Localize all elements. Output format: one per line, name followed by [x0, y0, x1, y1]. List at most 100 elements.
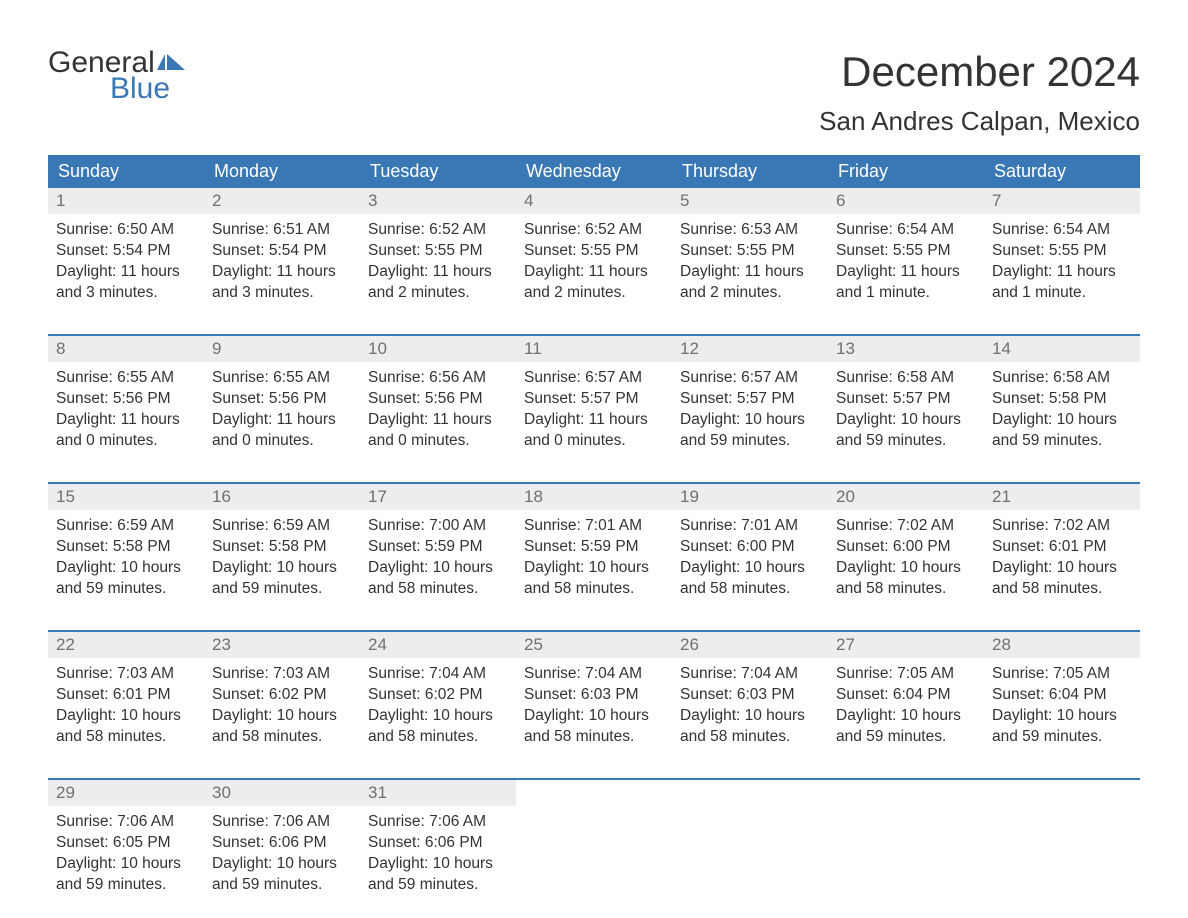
logo: General Blue: [48, 48, 187, 104]
day-body: Sunrise: 7:06 AMSunset: 6:06 PMDaylight:…: [204, 806, 360, 896]
sunrise-line: Sunrise: 7:06 AM: [212, 812, 352, 833]
day-body: Sunrise: 7:05 AMSunset: 6:04 PMDaylight:…: [828, 658, 984, 748]
sunrise-line: Sunrise: 6:59 AM: [212, 516, 352, 537]
day-body: Sunrise: 6:55 AMSunset: 5:56 PMDaylight:…: [204, 362, 360, 452]
sunset-line: Sunset: 5:54 PM: [212, 241, 352, 262]
day-number: 21: [984, 484, 1140, 510]
day-body: Sunrise: 7:05 AMSunset: 6:04 PMDaylight:…: [984, 658, 1140, 748]
sunrise-line: Sunrise: 6:54 AM: [836, 220, 976, 241]
day-body: Sunrise: 6:52 AMSunset: 5:55 PMDaylight:…: [516, 214, 672, 304]
sunset-line: Sunset: 5:54 PM: [56, 241, 196, 262]
week-separator: [48, 766, 1140, 780]
day-body: Sunrise: 7:06 AMSunset: 6:05 PMDaylight:…: [48, 806, 204, 896]
logo-word-2: Blue: [48, 74, 187, 104]
day-number: 15: [48, 484, 204, 510]
daylight-line: Daylight: 10 hours and 58 minutes.: [368, 558, 508, 600]
sunset-line: Sunset: 6:04 PM: [836, 685, 976, 706]
sunset-line: Sunset: 6:03 PM: [524, 685, 664, 706]
daylight-line: Daylight: 10 hours and 59 minutes.: [680, 410, 820, 452]
sunset-line: Sunset: 5:55 PM: [992, 241, 1132, 262]
day-cell: 22Sunrise: 7:03 AMSunset: 6:01 PMDayligh…: [48, 632, 204, 766]
daylight-line: Daylight: 10 hours and 59 minutes.: [212, 558, 352, 600]
location: San Andres Calpan, Mexico: [819, 106, 1140, 137]
sunrise-line: Sunrise: 6:59 AM: [56, 516, 196, 537]
day-cell: 7Sunrise: 6:54 AMSunset: 5:55 PMDaylight…: [984, 188, 1140, 322]
month-title: December 2024: [819, 48, 1140, 96]
daylight-line: Daylight: 10 hours and 59 minutes.: [56, 558, 196, 600]
day-body: Sunrise: 6:50 AMSunset: 5:54 PMDaylight:…: [48, 214, 204, 304]
sunrise-line: Sunrise: 7:04 AM: [368, 664, 508, 685]
weekday-header: Tuesday: [360, 155, 516, 188]
day-body: Sunrise: 7:02 AMSunset: 6:00 PMDaylight:…: [828, 510, 984, 600]
day-body: Sunrise: 6:58 AMSunset: 5:57 PMDaylight:…: [828, 362, 984, 452]
day-cell: 6Sunrise: 6:54 AMSunset: 5:55 PMDaylight…: [828, 188, 984, 322]
daylight-line: Daylight: 10 hours and 58 minutes.: [524, 706, 664, 748]
day-cell: 31Sunrise: 7:06 AMSunset: 6:06 PMDayligh…: [360, 780, 516, 914]
day-body: Sunrise: 6:52 AMSunset: 5:55 PMDaylight:…: [360, 214, 516, 304]
day-body: Sunrise: 6:56 AMSunset: 5:56 PMDaylight:…: [360, 362, 516, 452]
sunset-line: Sunset: 5:58 PM: [992, 389, 1132, 410]
sunset-line: Sunset: 6:02 PM: [212, 685, 352, 706]
sunrise-line: Sunrise: 7:04 AM: [524, 664, 664, 685]
daylight-line: Daylight: 10 hours and 59 minutes.: [992, 410, 1132, 452]
sunset-line: Sunset: 6:06 PM: [368, 833, 508, 854]
daylight-line: Daylight: 10 hours and 58 minutes.: [680, 558, 820, 600]
sunrise-line: Sunrise: 7:06 AM: [368, 812, 508, 833]
day-number: 6: [828, 188, 984, 214]
weekday-header: Sunday: [48, 155, 204, 188]
day-body: Sunrise: 7:01 AMSunset: 6:00 PMDaylight:…: [672, 510, 828, 600]
day-body: Sunrise: 6:59 AMSunset: 5:58 PMDaylight:…: [204, 510, 360, 600]
week-separator: [48, 322, 1140, 336]
sunset-line: Sunset: 5:59 PM: [524, 537, 664, 558]
day-body: Sunrise: 7:04 AMSunset: 6:02 PMDaylight:…: [360, 658, 516, 748]
sunrise-line: Sunrise: 7:02 AM: [836, 516, 976, 537]
sunrise-line: Sunrise: 6:58 AM: [836, 368, 976, 389]
day-cell: 1Sunrise: 6:50 AMSunset: 5:54 PMDaylight…: [48, 188, 204, 322]
day-cell: [984, 780, 1140, 914]
day-body: Sunrise: 7:02 AMSunset: 6:01 PMDaylight:…: [984, 510, 1140, 600]
sunset-line: Sunset: 5:56 PM: [368, 389, 508, 410]
sunrise-line: Sunrise: 7:05 AM: [836, 664, 976, 685]
day-number: 14: [984, 336, 1140, 362]
calendar-table: Sunday Monday Tuesday Wednesday Thursday…: [48, 155, 1140, 914]
day-number: 20: [828, 484, 984, 510]
sunset-line: Sunset: 5:57 PM: [680, 389, 820, 410]
daylight-line: Daylight: 10 hours and 59 minutes.: [212, 854, 352, 896]
day-cell: 9Sunrise: 6:55 AMSunset: 5:56 PMDaylight…: [204, 336, 360, 470]
day-cell: [672, 780, 828, 914]
sunrise-line: Sunrise: 7:00 AM: [368, 516, 508, 537]
day-cell: 3Sunrise: 6:52 AMSunset: 5:55 PMDaylight…: [360, 188, 516, 322]
daylight-line: Daylight: 10 hours and 59 minutes.: [992, 706, 1132, 748]
sunset-line: Sunset: 5:58 PM: [56, 537, 196, 558]
day-number: 7: [984, 188, 1140, 214]
day-cell: 12 Sunrise: 6:57 AMSunset: 5:57 PMDayligh…: [672, 336, 828, 470]
sunrise-line: Sunrise: 6:53 AM: [680, 220, 820, 241]
day-body: Sunrise: 7:04 AMSunset: 6:03 PMDaylight:…: [516, 658, 672, 748]
week-row: 1Sunrise: 6:50 AMSunset: 5:54 PMDaylight…: [48, 188, 1140, 322]
sunrise-line: Sunrise: 6:57 AM: [680, 368, 820, 389]
sunrise-line: Sunrise: 7:04 AM: [680, 664, 820, 685]
day-cell: 4Sunrise: 6:52 AMSunset: 5:55 PMDaylight…: [516, 188, 672, 322]
sunset-line: Sunset: 5:55 PM: [836, 241, 976, 262]
weekday-header: Monday: [204, 155, 360, 188]
day-number: 11: [516, 336, 672, 362]
day-number: 19: [672, 484, 828, 510]
daylight-line: Daylight: 11 hours and 2 minutes.: [524, 262, 664, 304]
day-number: 28: [984, 632, 1140, 658]
daylight-line: Daylight: 10 hours and 58 minutes.: [212, 706, 352, 748]
day-cell: 10Sunrise: 6:56 AMSunset: 5:56 PMDayligh…: [360, 336, 516, 470]
day-cell: 24Sunrise: 7:04 AMSunset: 6:02 PMDayligh…: [360, 632, 516, 766]
day-cell: 11Sunrise: 6:57 AMSunset: 5:57 PMDayligh…: [516, 336, 672, 470]
sunset-line: Sunset: 5:58 PM: [212, 537, 352, 558]
day-cell: 25Sunrise: 7:04 AMSunset: 6:03 PMDayligh…: [516, 632, 672, 766]
day-body: Sunrise: 6:54 AMSunset: 5:55 PMDaylight:…: [828, 214, 984, 304]
day-body: Sunrise: 7:06 AMSunset: 6:06 PMDaylight:…: [360, 806, 516, 896]
week-separator: [48, 618, 1140, 632]
day-body: Sunrise: 6:57 AMSunset: 5:57 PMDaylight:…: [516, 362, 672, 452]
day-number: 12: [672, 336, 828, 362]
weekday-header: Wednesday: [516, 155, 672, 188]
day-cell: 8Sunrise: 6:55 AMSunset: 5:56 PMDaylight…: [48, 336, 204, 470]
sunrise-line: Sunrise: 6:58 AM: [992, 368, 1132, 389]
week-row: 29Sunrise: 7:06 AMSunset: 6:05 PMDayligh…: [48, 780, 1140, 914]
day-body: Sunrise: 6:59 AMSunset: 5:58 PMDaylight:…: [48, 510, 204, 600]
